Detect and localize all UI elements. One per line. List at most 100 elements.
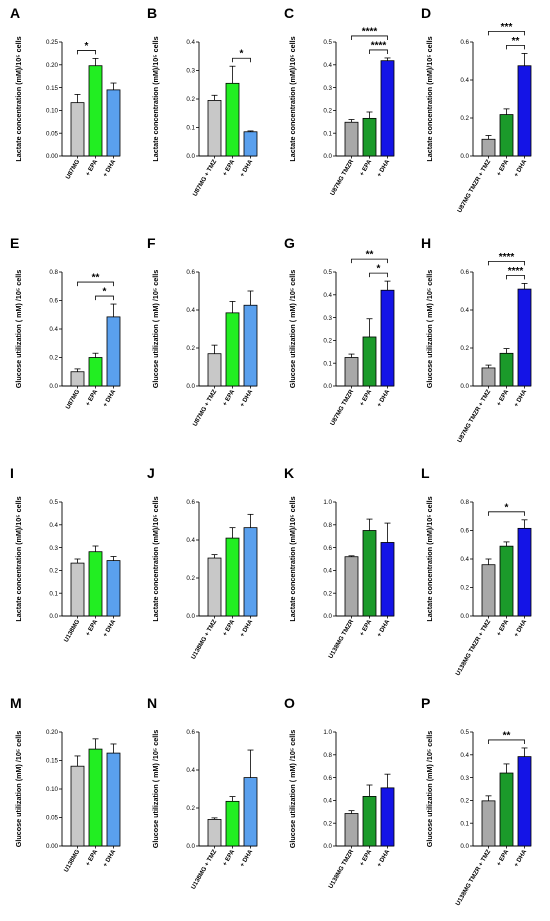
- bar: [207, 353, 222, 387]
- x-tick-label: U138MG TMZR: [327, 618, 355, 660]
- panel-letter: G: [284, 235, 295, 251]
- bar: [225, 800, 240, 847]
- bar: [106, 560, 121, 617]
- significance-label: **: [512, 36, 520, 47]
- y-tick-label: 0.3: [49, 545, 58, 552]
- bar: [70, 102, 85, 157]
- bar: [344, 556, 359, 617]
- y-tick-label: 0.8: [460, 499, 469, 506]
- significance-label: **: [503, 730, 511, 741]
- bar: [106, 316, 121, 387]
- y-tick-label: 0.0: [49, 613, 58, 620]
- y-tick-label: 0.4: [460, 556, 469, 563]
- y-tick-label: 0.00: [46, 843, 59, 850]
- bar: [517, 65, 532, 157]
- bar: [243, 777, 258, 847]
- significance-bracket: [351, 258, 388, 264]
- bar: [344, 357, 359, 387]
- significance-label: *: [505, 502, 509, 513]
- bar: [517, 288, 532, 387]
- chart-panel-p: P 0.0 0.1 0.2 0.3 0.4 0.5 Glucose utilization (…: [421, 695, 532, 907]
- y-tick-label: 0.0: [460, 153, 469, 160]
- y-tick-label: 0.2: [460, 345, 469, 352]
- y-axis-label: Glucose utilization ( mM) /10⁵ cells: [151, 270, 160, 388]
- chart-panel-f: F 0.0 0.2 0.4 0.6 Glucose utilization ( mM) /…: [147, 235, 258, 428]
- bar: [106, 752, 121, 847]
- chart-panel-m: M 0.00 0.05 0.10 0.15 0.20 Glucose utilization…: [10, 695, 121, 873]
- y-tick-label: 0.2: [460, 798, 469, 805]
- y-tick-label: 0.3: [323, 315, 332, 322]
- y-tick-label: 0.4: [49, 326, 58, 333]
- x-tick-label: U138MG TMZR + TMZ: [454, 618, 492, 677]
- x-tick-label: U87MG + TMZ: [192, 158, 219, 197]
- y-tick-label: 0.00: [46, 153, 59, 160]
- chart-panel-c: C 0.0 0.1 0.2 0.3 0.4 0.5 Lactate concentration…: [284, 5, 395, 197]
- bar: [380, 289, 395, 387]
- panel-letter: E: [10, 235, 19, 251]
- y-tick-label: 0.4: [323, 292, 332, 299]
- y-tick-label: 0.5: [323, 39, 332, 46]
- y-axis-label: Lactate concentration (mM)/10⁵ cells: [288, 36, 297, 161]
- y-tick-label: 0.8: [49, 269, 58, 276]
- y-tick-label: 0.0: [460, 843, 469, 850]
- bar: [517, 756, 532, 847]
- x-tick-label: + EPA: [221, 158, 236, 177]
- y-tick-label: 0.10: [46, 108, 59, 115]
- x-tick-label: + DHA: [102, 388, 118, 408]
- significance-label: **: [366, 250, 374, 261]
- bar: [499, 545, 514, 617]
- chart-panel-b: B 0.0 0.1 0.2 0.3 0.4 Lactate concentration (m…: [147, 5, 258, 198]
- bar: [481, 138, 496, 157]
- x-tick-label: U138MG: [63, 848, 82, 873]
- bar: [207, 557, 222, 617]
- y-tick-label: 0.8: [323, 522, 332, 529]
- bar: [88, 551, 103, 617]
- y-tick-label: 0.4: [49, 522, 58, 529]
- x-tick-label: + EPA: [495, 388, 510, 407]
- y-axis-label: Glucose utilization ( mM) /10⁵ cells: [425, 270, 434, 388]
- x-tick-label: U138MG + TMZ: [190, 848, 218, 890]
- bar: [517, 527, 532, 617]
- bar: [243, 527, 258, 617]
- x-tick-label: U138MG + TMZ: [190, 618, 218, 660]
- y-tick-label: 1.0: [323, 729, 332, 736]
- chart-panel-i: I 0.0 0.1 0.2 0.3 0.4 0.5 Lactate concentration…: [10, 465, 121, 643]
- panel-letter: J: [147, 465, 155, 481]
- significance-label: *: [240, 49, 244, 60]
- bar: [481, 564, 496, 617]
- y-tick-label: 0.4: [186, 39, 195, 46]
- y-tick-label: 0.2: [323, 820, 332, 827]
- y-tick-label: 0.20: [46, 729, 59, 736]
- bar: [70, 371, 85, 387]
- y-tick-label: 0.2: [186, 805, 195, 812]
- panel-letter: H: [421, 235, 431, 251]
- y-tick-label: 0.4: [323, 568, 332, 575]
- chart-panel-h: H 0.0 0.2 0.4 0.6 Glucose utilization ( mM) /…: [421, 235, 532, 444]
- y-axis-label: Glucose utilization (mM) /10⁵ cells: [14, 731, 23, 847]
- x-tick-label: + EPA: [495, 158, 510, 177]
- y-tick-label: 0.6: [323, 775, 332, 782]
- bar: [362, 530, 377, 617]
- x-tick-label: + DHA: [513, 848, 529, 868]
- x-tick-label: + EPA: [495, 848, 510, 867]
- panel-letter: N: [147, 695, 157, 711]
- y-axis-label: Lactate concentration (mM)/10⁵ cells: [14, 36, 23, 161]
- significance-label: *: [85, 41, 89, 52]
- y-tick-label: 0.4: [460, 307, 469, 314]
- x-tick-label: U87MG TMZR: [329, 158, 355, 197]
- x-tick-label: + EPA: [221, 848, 236, 867]
- bar: [207, 100, 222, 157]
- bar: [499, 772, 514, 847]
- y-tick-label: 0.2: [186, 575, 195, 582]
- x-tick-label: + EPA: [84, 158, 99, 177]
- x-tick-label: + EPA: [221, 618, 236, 637]
- y-tick-label: 1.0: [323, 499, 332, 506]
- bar: [344, 121, 359, 157]
- significance-bracket: [77, 281, 114, 287]
- chart-panel-n: N 0.0 0.2 0.4 0.6 Glucose utilization ( mM) /…: [147, 695, 258, 891]
- significance-label: ****: [362, 26, 378, 37]
- x-tick-label: + DHA: [376, 158, 392, 178]
- y-axis-label: Glucose utilization ( mM) /10⁵ cells: [14, 270, 23, 388]
- y-tick-label: 0.3: [460, 775, 469, 782]
